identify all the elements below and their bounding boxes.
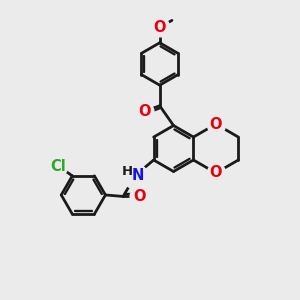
Text: O: O [210,166,222,181]
Text: O: O [138,104,151,119]
Text: N: N [131,168,144,183]
Text: Cl: Cl [50,158,66,173]
Text: O: O [154,20,166,35]
Text: O: O [210,117,222,132]
Text: O: O [133,189,146,204]
Text: H: H [122,166,133,178]
